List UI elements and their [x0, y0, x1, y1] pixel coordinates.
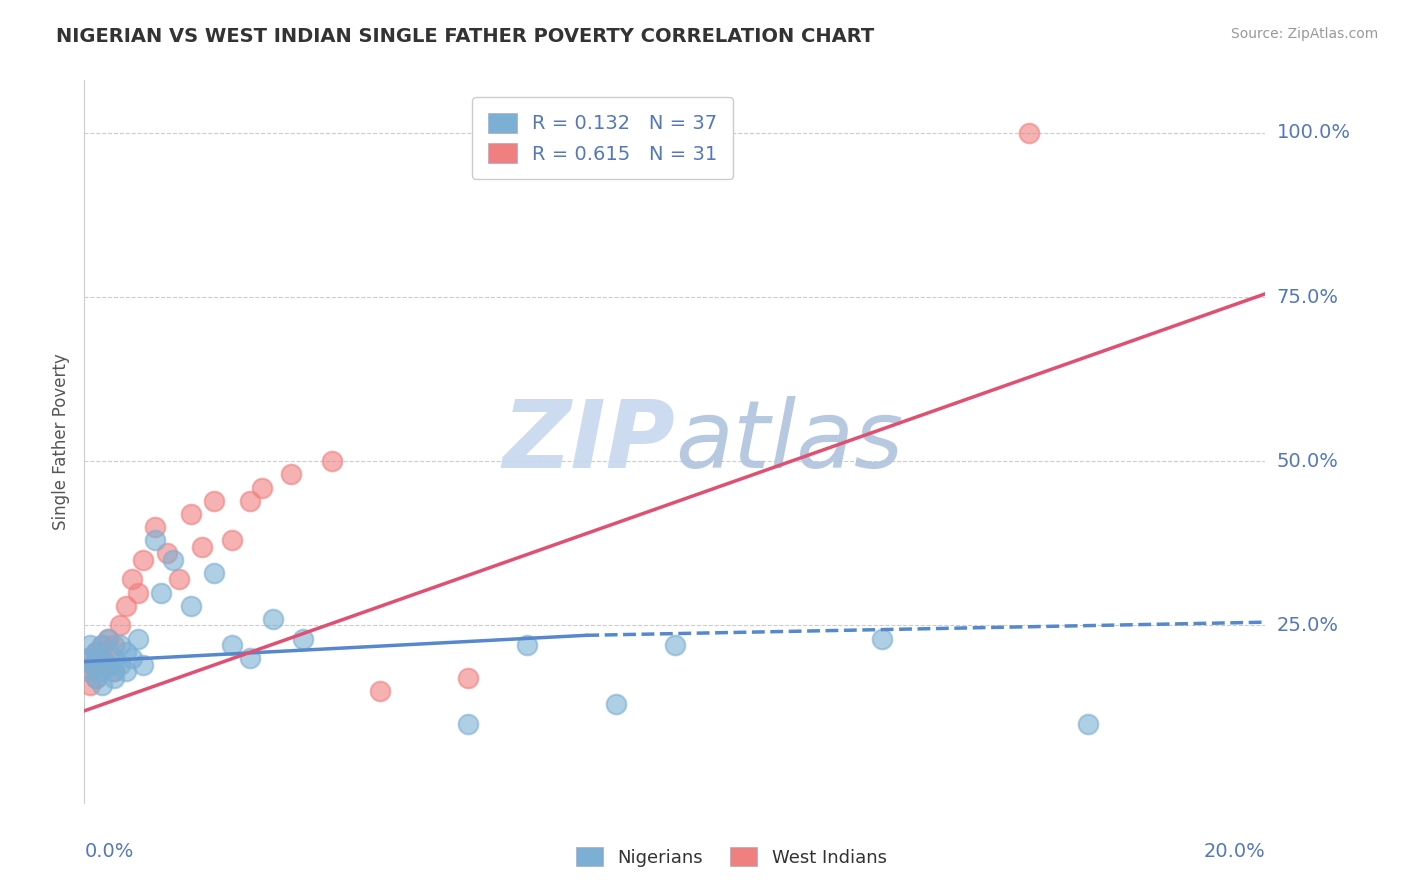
- Point: [121, 651, 143, 665]
- Point: [91, 651, 114, 665]
- Point: [79, 677, 101, 691]
- Point: [84, 645, 107, 659]
- Point: [79, 651, 101, 665]
- Point: [87, 651, 111, 665]
- Point: [143, 533, 166, 547]
- Point: [280, 467, 302, 482]
- Point: [143, 520, 166, 534]
- Point: [156, 546, 179, 560]
- Point: [167, 573, 190, 587]
- Point: [221, 638, 243, 652]
- Point: [108, 638, 131, 652]
- Point: [84, 671, 107, 685]
- Point: [103, 638, 125, 652]
- Point: [291, 632, 314, 646]
- Point: [97, 632, 120, 646]
- Point: [262, 612, 284, 626]
- Point: [84, 671, 107, 685]
- Point: [79, 665, 101, 679]
- Text: 100.0%: 100.0%: [1277, 123, 1351, 143]
- Point: [97, 657, 120, 672]
- Point: [103, 665, 125, 679]
- Point: [664, 638, 686, 652]
- Point: [180, 507, 202, 521]
- Text: atlas: atlas: [675, 396, 903, 487]
- Text: ZIP: ZIP: [502, 395, 675, 488]
- Point: [127, 632, 149, 646]
- Point: [121, 573, 143, 587]
- Point: [108, 618, 131, 632]
- Text: 25.0%: 25.0%: [1277, 616, 1339, 635]
- Point: [202, 493, 225, 508]
- Text: 0.0%: 0.0%: [84, 842, 134, 861]
- Point: [132, 657, 155, 672]
- Point: [202, 566, 225, 580]
- Point: [239, 651, 262, 665]
- Point: [321, 454, 343, 468]
- Point: [103, 671, 125, 685]
- Point: [162, 553, 184, 567]
- Legend: Nigerians, West Indians: Nigerians, West Indians: [568, 840, 894, 874]
- Point: [79, 638, 101, 652]
- Point: [457, 671, 479, 685]
- Point: [91, 677, 114, 691]
- Point: [127, 585, 149, 599]
- Legend: R = 0.132   N = 37, R = 0.615   N = 31: R = 0.132 N = 37, R = 0.615 N = 31: [472, 97, 733, 179]
- Point: [132, 553, 155, 567]
- Point: [250, 481, 273, 495]
- Point: [91, 638, 114, 652]
- Point: [150, 585, 173, 599]
- Text: 50.0%: 50.0%: [1277, 451, 1339, 471]
- Text: NIGERIAN VS WEST INDIAN SINGLE FATHER POVERTY CORRELATION CHART: NIGERIAN VS WEST INDIAN SINGLE FATHER PO…: [56, 27, 875, 45]
- Text: Source: ZipAtlas.com: Source: ZipAtlas.com: [1230, 27, 1378, 41]
- Point: [221, 533, 243, 547]
- Point: [91, 638, 114, 652]
- Point: [114, 645, 136, 659]
- Text: 75.0%: 75.0%: [1277, 287, 1339, 307]
- Point: [82, 657, 104, 672]
- Y-axis label: Single Father Poverty: Single Father Poverty: [52, 353, 70, 530]
- Point: [180, 599, 202, 613]
- Point: [239, 493, 262, 508]
- Text: 20.0%: 20.0%: [1204, 842, 1265, 861]
- Point: [368, 684, 391, 698]
- Point: [82, 657, 104, 672]
- Point: [76, 665, 98, 679]
- Point: [457, 717, 479, 731]
- Point: [870, 632, 893, 646]
- Point: [103, 651, 125, 665]
- Point: [103, 665, 125, 679]
- Point: [1077, 717, 1099, 731]
- Point: [84, 645, 107, 659]
- Point: [114, 665, 136, 679]
- Point: [516, 638, 538, 652]
- Point: [97, 657, 120, 672]
- Point: [76, 651, 98, 665]
- Point: [1018, 126, 1040, 140]
- Point: [191, 540, 214, 554]
- Point: [97, 632, 120, 646]
- Point: [91, 665, 114, 679]
- Point: [605, 698, 627, 712]
- Point: [108, 657, 131, 672]
- Point: [114, 599, 136, 613]
